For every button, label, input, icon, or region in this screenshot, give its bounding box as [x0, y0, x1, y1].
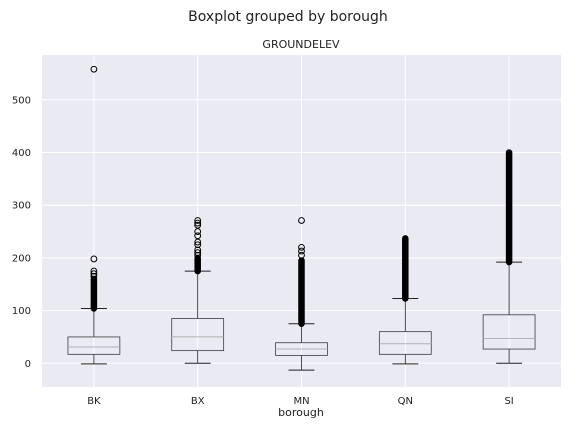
outlier-point	[90, 267, 98, 275]
outlier-point	[194, 217, 202, 224]
axes-title: GROUNDELEV	[262, 38, 340, 51]
outlier-point	[194, 219, 202, 227]
outlier-point	[90, 255, 98, 263]
figure-suptitle: Boxplot grouped by borough	[188, 9, 388, 25]
y-tick-label: 100	[12, 306, 31, 317]
outlier-point	[194, 238, 202, 246]
x-tick-label: QN	[398, 396, 413, 407]
box-group-si	[482, 149, 536, 364]
x-tick-label: BK	[87, 396, 101, 407]
outlier-point	[298, 217, 305, 224]
outlier-point	[194, 241, 202, 249]
y-tick-label: 300	[12, 201, 31, 212]
outlier-point	[194, 249, 202, 257]
y-tick-label: 500	[12, 95, 31, 106]
x-tick-label: SI	[504, 396, 513, 407]
x-tick-label: MN	[293, 396, 309, 407]
x-tick-label: BX	[191, 396, 205, 407]
box-series	[67, 65, 536, 371]
outlier-point	[90, 65, 98, 73]
outlier-point	[90, 270, 98, 278]
box-group-bk	[67, 65, 121, 365]
outlier-point	[194, 246, 202, 254]
y-tick-label: 200	[12, 253, 31, 264]
iqr-box	[67, 336, 121, 355]
y-tick-label: 400	[12, 148, 31, 159]
y-tick-label: 0	[25, 359, 31, 370]
iqr-box	[482, 314, 536, 350]
y-axis-ticks: 0 100 200 300 400 500	[12, 95, 31, 369]
box-group-mn	[275, 217, 328, 371]
outlier-point	[298, 247, 305, 255]
outlier-point	[298, 251, 305, 259]
outlier-point	[194, 232, 202, 240]
x-axis-label: borough	[278, 406, 324, 419]
box-group-bx	[171, 217, 225, 364]
outlier-point	[194, 251, 202, 259]
iqr-box	[378, 331, 432, 355]
outlier-point	[194, 228, 202, 235]
iqr-box	[171, 318, 225, 352]
x-axis-ticks: BK BX MN QN SI	[87, 396, 514, 407]
box-group-qn	[378, 235, 432, 365]
outlier-point	[194, 221, 202, 229]
outlier-point	[298, 243, 305, 251]
outlier-point	[90, 272, 98, 280]
